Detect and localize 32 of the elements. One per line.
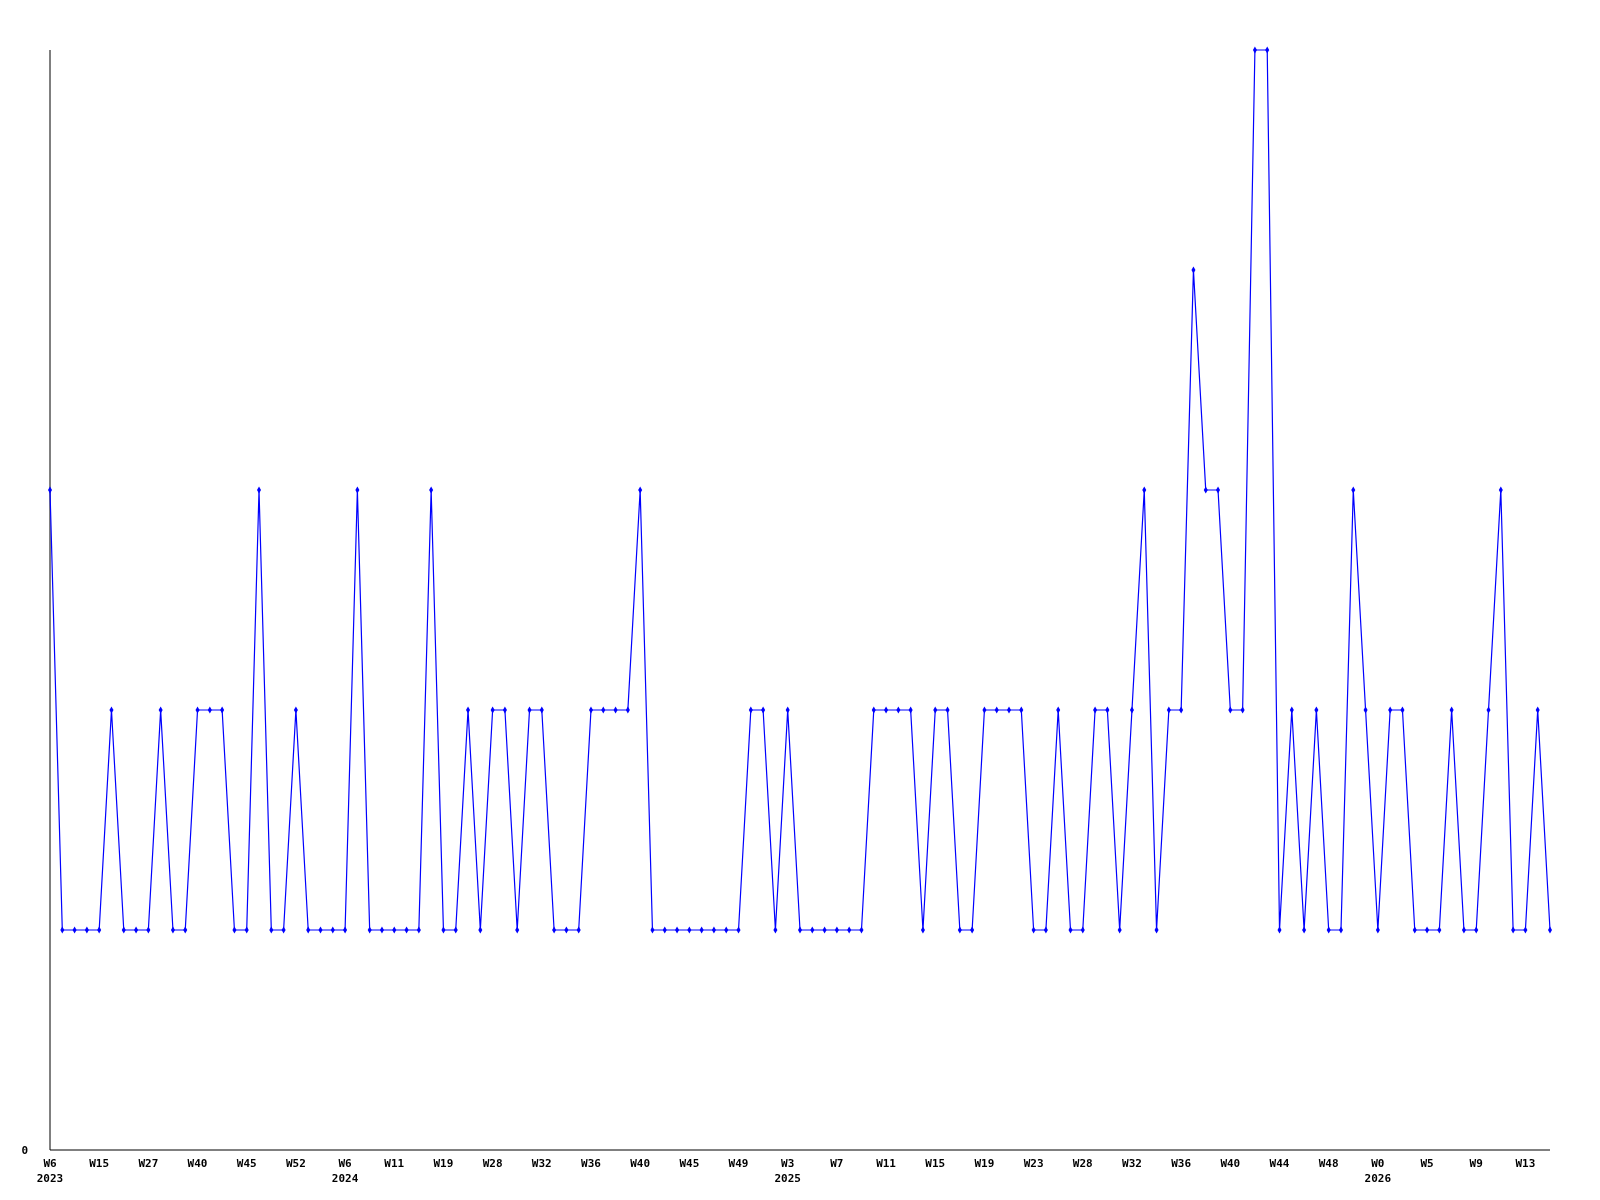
x-tick-label: W11 <box>876 1157 897 1170</box>
x-tick-label: W23 <box>1023 1157 1044 1170</box>
x-tick-label: W19 <box>433 1157 454 1170</box>
x-tick-label: W5 <box>1420 1157 1434 1170</box>
x-tick-label: W45 <box>679 1157 700 1170</box>
x-tick-label: W15 <box>925 1157 946 1170</box>
x-tick-label: W49 <box>728 1157 749 1170</box>
x-tick-label: W36 <box>1171 1157 1192 1170</box>
text: 0 <box>21 1144 28 1157</box>
x-tick-label: W40 <box>187 1157 208 1170</box>
x-tick-label: W13 <box>1515 1157 1536 1170</box>
x-tick-label: W28 <box>1072 1157 1093 1170</box>
x-tick-label: W7 <box>830 1157 844 1170</box>
x-tick-label: W19 <box>974 1157 995 1170</box>
x-tick-label: W11 <box>384 1157 405 1170</box>
x-tick-label: W3 2025 <box>774 1157 801 1185</box>
x-tick-label: W28 <box>482 1157 503 1170</box>
x-tick-label: W32 <box>1122 1157 1142 1170</box>
x-tick-label: W27 <box>138 1157 159 1170</box>
x-tick-label: W15 <box>89 1157 110 1170</box>
x-tick-label: W9 <box>1469 1157 1483 1170</box>
x-tick-label: W40 <box>1220 1157 1241 1170</box>
x-tick-label: W32 <box>531 1157 552 1170</box>
x-tick-label: W40 <box>630 1157 651 1170</box>
x-tick-label: W36 <box>581 1157 602 1170</box>
x-tick-label: W48 <box>1318 1157 1339 1170</box>
x-tick-label: W6 2024 <box>331 1157 359 1185</box>
x-tick-label: W52 <box>285 1157 306 1170</box>
x-tick-label: W45 <box>236 1157 257 1170</box>
x-tick-label: W44 <box>1269 1157 1290 1170</box>
x-tick-label: W6 2023 <box>36 1157 64 1185</box>
x-tick-label: W0 2026 <box>1364 1157 1392 1185</box>
